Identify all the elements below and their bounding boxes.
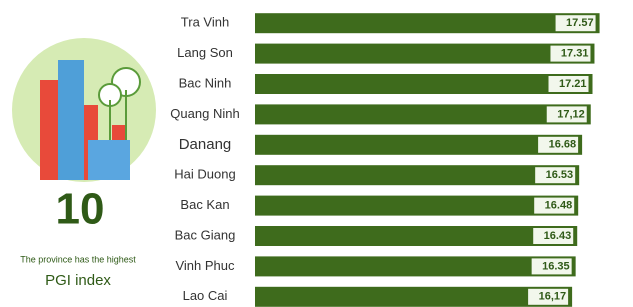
category-label: Danang <box>179 136 232 153</box>
value-label: 16.43 <box>544 230 572 242</box>
value-label: 16,17 <box>539 291 567 303</box>
bar <box>255 196 578 216</box>
caption: The province has the highest <box>20 254 136 264</box>
bar <box>255 165 579 185</box>
building <box>40 80 58 180</box>
infographic: 10 The province has the highest PGI inde… <box>0 0 633 307</box>
value-label: 16.35 <box>542 260 570 272</box>
value-label: 17.21 <box>559 78 587 90</box>
category-label: Vinh Phuc <box>175 258 235 273</box>
value-label: 16.68 <box>549 139 577 151</box>
value-label: 17.31 <box>561 48 589 60</box>
caption-title: PGI index <box>45 272 111 289</box>
category-label: Bac Giang <box>175 227 236 242</box>
illustration <box>12 38 156 182</box>
value-label: 16.48 <box>545 200 573 212</box>
value-label: 17.57 <box>566 17 594 29</box>
bar <box>255 44 594 64</box>
bar <box>255 13 600 33</box>
category-label: Quang Ninh <box>170 106 239 121</box>
bar <box>255 135 582 155</box>
bar <box>255 287 572 307</box>
bar <box>255 256 576 276</box>
building <box>58 60 84 180</box>
bar <box>255 226 577 246</box>
building <box>112 125 126 140</box>
bar <box>255 74 593 94</box>
value-label: 16.53 <box>546 169 574 181</box>
category-label: Bac Kan <box>180 197 229 212</box>
big-number: 10 <box>56 185 105 234</box>
category-label: Bac Ninh <box>179 75 232 90</box>
building <box>88 140 130 180</box>
category-label: Tra Vinh <box>181 15 229 30</box>
category-label: Lao Cai <box>183 288 228 303</box>
bar <box>255 104 591 124</box>
category-label: Hai Duong <box>174 167 235 182</box>
category-label: Lang Son <box>177 45 233 60</box>
value-label: 17,12 <box>557 108 585 120</box>
